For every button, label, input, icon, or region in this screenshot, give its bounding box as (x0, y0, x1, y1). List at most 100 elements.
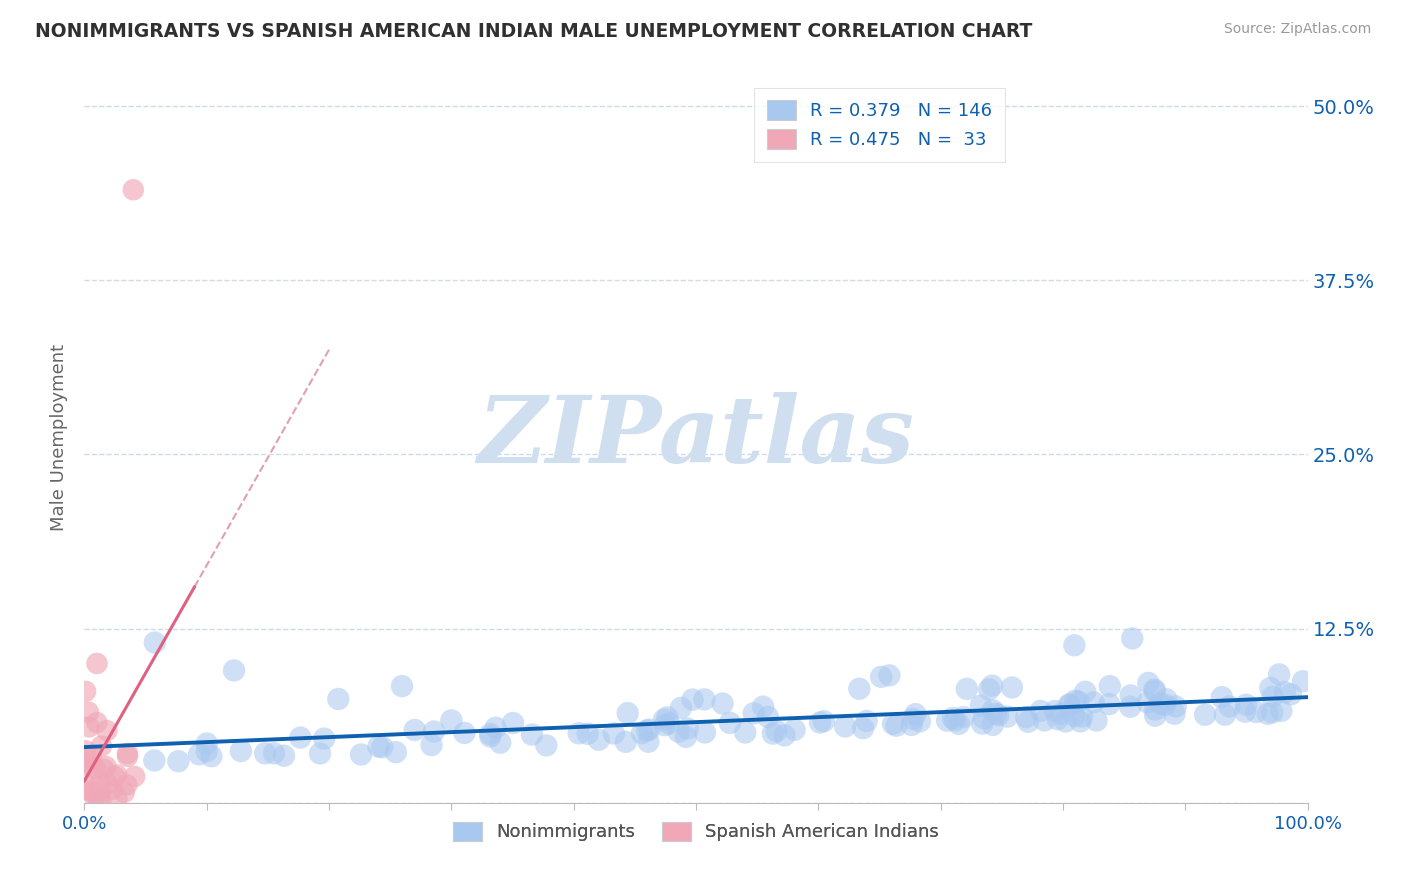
Point (1029, 704, 1052, 718)
Point (762, 726, 785, 740)
Point (489, 736, 512, 750)
Point (1063, 708, 1085, 723)
Point (718, 715, 741, 730)
Point (1067, 694, 1090, 708)
Point (1001, 681, 1024, 695)
Point (981, 703, 1004, 717)
Point (105, 768, 128, 782)
Point (1261, 690, 1284, 704)
Point (1063, 638, 1085, 652)
Legend: Nonimmigrants, Spanish American Indians: Nonimmigrants, Spanish American Indians (446, 814, 946, 848)
Point (75, 684, 97, 698)
Point (756, 710, 779, 724)
Point (143, 754, 166, 768)
Point (1279, 687, 1302, 701)
Point (1219, 699, 1241, 714)
Point (973, 711, 995, 725)
Point (1119, 689, 1142, 703)
Point (901, 712, 924, 726)
Point (96, 776, 118, 790)
Point (479, 727, 502, 741)
Point (1046, 712, 1069, 726)
Point (105, 791, 128, 805)
Point (1234, 705, 1257, 719)
Point (855, 714, 877, 728)
Point (1121, 632, 1143, 646)
Point (852, 721, 875, 735)
Point (1211, 690, 1233, 705)
Point (734, 725, 756, 739)
Point (981, 679, 1004, 693)
Point (391, 679, 413, 693)
Point (90, 739, 112, 753)
Point (987, 708, 1010, 723)
Point (520, 728, 543, 742)
Point (536, 739, 558, 753)
Point (1043, 704, 1066, 718)
Point (936, 714, 959, 728)
Point (682, 692, 704, 706)
Point (1057, 698, 1080, 712)
Point (1143, 684, 1166, 698)
Point (1234, 698, 1257, 712)
Point (631, 726, 654, 740)
Point (195, 737, 218, 751)
Point (263, 747, 285, 761)
Point (658, 716, 681, 731)
Point (576, 727, 599, 741)
Point (942, 711, 965, 725)
Point (848, 681, 870, 696)
Point (752, 699, 775, 714)
Point (440, 714, 463, 728)
Point (1144, 702, 1167, 716)
Point (886, 719, 908, 733)
Point (328, 692, 350, 706)
Point (222, 664, 245, 678)
Point (568, 726, 591, 740)
Point (1270, 704, 1292, 718)
Point (80, 747, 103, 762)
Point (908, 714, 931, 729)
Point (984, 706, 1007, 721)
Point (813, 714, 835, 729)
Point (1119, 699, 1142, 714)
Point (1156, 692, 1178, 706)
Point (75, 777, 97, 791)
Point (693, 692, 716, 706)
Point (870, 670, 893, 684)
Point (1143, 682, 1166, 697)
Point (485, 721, 508, 735)
Point (350, 747, 373, 762)
Point (956, 681, 979, 696)
Text: ZIPatlas: ZIPatlas (478, 392, 914, 482)
Point (101, 782, 124, 797)
Text: NONIMMIGRANTS VS SPANISH AMERICAN INDIAN MALE UNEMPLOYMENT CORRELATION CHART: NONIMMIGRANTS VS SPANISH AMERICAN INDIAN… (35, 22, 1032, 41)
Point (86, 715, 108, 730)
Point (96, 723, 118, 738)
Point (77, 720, 100, 734)
Point (1144, 708, 1167, 723)
Point (404, 723, 426, 737)
Point (229, 744, 252, 758)
Point (90, 776, 112, 790)
Point (367, 739, 389, 754)
Point (654, 718, 676, 732)
Point (675, 730, 697, 744)
Point (1064, 693, 1087, 707)
Point (1194, 707, 1216, 722)
Point (1050, 706, 1073, 721)
Point (385, 745, 408, 759)
Point (195, 744, 218, 758)
Point (87, 792, 110, 806)
Point (637, 735, 659, 749)
Point (1059, 698, 1081, 712)
Point (1098, 679, 1121, 693)
Point (1136, 696, 1159, 710)
Point (1154, 698, 1177, 712)
Point (742, 706, 765, 721)
Point (603, 726, 626, 740)
Point (1292, 674, 1315, 689)
Point (970, 698, 993, 713)
Point (1164, 699, 1187, 714)
Point (82, 785, 104, 799)
